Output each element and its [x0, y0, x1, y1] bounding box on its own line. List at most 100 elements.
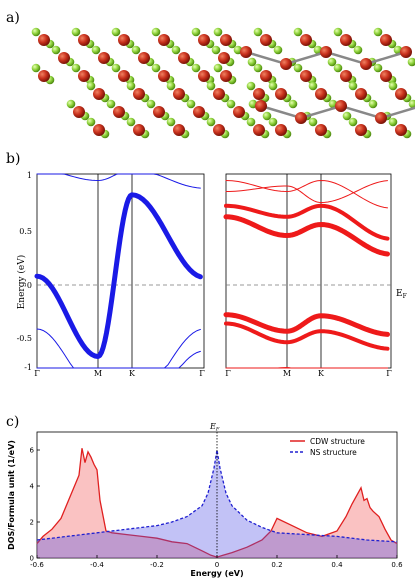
dos-ytick-label: 6	[30, 447, 35, 455]
band-ylabel: Energy (eV)	[16, 255, 27, 310]
legend-ns: NS structure	[310, 448, 357, 457]
green-atom	[131, 45, 141, 55]
green-atom	[388, 117, 398, 127]
green-atom	[166, 117, 176, 127]
red-atom	[233, 106, 245, 118]
green-atom	[348, 81, 358, 91]
red-atom	[198, 34, 210, 46]
red-atom	[38, 70, 50, 82]
dos-xtick-label: -0.6	[30, 561, 44, 569]
red-atom	[253, 88, 265, 100]
kpoint-gamma-4: Γ	[386, 369, 392, 378]
green-atom	[408, 99, 415, 109]
green-atom	[111, 63, 121, 73]
green-atom	[327, 57, 337, 67]
green-atom	[66, 99, 76, 109]
ytick-neg0.5: -0.5	[17, 334, 32, 343]
green-atom	[206, 117, 216, 127]
kpoint-m-2: M	[283, 369, 291, 378]
red-atom	[340, 70, 352, 82]
band-line-cdw-upper	[223, 214, 390, 257]
green-atom	[353, 45, 363, 55]
red-atom	[260, 34, 272, 46]
green-atom	[262, 111, 272, 121]
green-atom	[86, 81, 96, 91]
kpoint-gamma-1: Γ	[34, 369, 40, 378]
green-atom	[191, 63, 201, 73]
dos-fermi-label: EF	[209, 422, 220, 433]
crystal-structure-normal	[31, 27, 270, 139]
band-yticks: 1 0.5 0 -0.5 -1	[17, 171, 32, 372]
green-atom	[273, 45, 283, 55]
band-line-main	[34, 192, 203, 359]
green-atom	[368, 99, 378, 109]
green-atom	[348, 117, 358, 127]
red-atom	[400, 46, 412, 58]
red-atom	[295, 112, 307, 124]
panel-label-b: b)	[6, 151, 20, 167]
dos-xlabel: Energy (eV)	[190, 569, 243, 578]
red-atom	[98, 52, 110, 64]
ytick-0: 0	[27, 281, 32, 290]
red-atom	[220, 34, 232, 46]
dos-ytick-label: 4	[30, 483, 35, 491]
red-atom	[173, 88, 185, 100]
green-atom	[288, 99, 298, 109]
red-atom	[275, 88, 287, 100]
red-atom	[118, 34, 130, 46]
red-atom	[133, 124, 145, 136]
dos-ytick-label: 2	[30, 519, 34, 527]
dos-xtick-label: 0.6	[391, 561, 403, 569]
red-atom	[93, 124, 105, 136]
green-atom	[106, 99, 116, 109]
dos-xtick-label: 0.2	[271, 561, 282, 569]
kpoint-k-2: K	[318, 369, 325, 378]
red-atom	[113, 106, 125, 118]
green-atom	[186, 99, 196, 109]
band-line-lower2	[36, 350, 201, 369]
red-atom	[395, 124, 407, 136]
ytick-1: 1	[27, 171, 32, 180]
band-line-upper	[36, 173, 201, 189]
green-atom	[268, 81, 278, 91]
green-atom	[126, 117, 136, 127]
red-atom	[355, 124, 367, 136]
ytick-0.5: 0.5	[19, 227, 32, 236]
red-atom	[193, 106, 205, 118]
ytick-neg1: -1	[24, 363, 32, 372]
green-atom	[333, 63, 343, 73]
red-atom	[93, 88, 105, 100]
red-atom	[78, 34, 90, 46]
green-atom	[151, 63, 161, 73]
green-atom	[71, 63, 81, 73]
red-atom	[158, 34, 170, 46]
band-plot-cdw	[223, 173, 392, 369]
red-atom	[213, 88, 225, 100]
green-atom	[246, 81, 256, 91]
red-atom	[73, 106, 85, 118]
red-atom	[395, 88, 407, 100]
green-atom	[71, 27, 81, 37]
green-atom	[246, 117, 256, 127]
red-atom	[158, 70, 170, 82]
band-line-lower	[36, 328, 201, 369]
red-atom	[315, 124, 327, 136]
green-atom	[293, 27, 303, 37]
dos-legend: CDW structure NS structure	[290, 437, 365, 457]
red-atom	[173, 124, 185, 136]
green-atom	[171, 45, 181, 55]
red-atom	[38, 34, 50, 46]
red-atom	[275, 124, 287, 136]
red-atom	[320, 46, 332, 58]
red-atom	[240, 46, 252, 58]
red-atom	[300, 70, 312, 82]
red-atom	[260, 70, 272, 82]
green-atom	[253, 63, 263, 73]
kpoint-m: M	[94, 369, 102, 378]
band-right-kpoints: Γ M K Γ	[225, 369, 392, 378]
red-atom	[153, 106, 165, 118]
band-structure-panel: Energy (eV) 1 0.5 0 -0.5 -1 Γ M K Γ	[16, 171, 407, 378]
dos-area-0	[37, 448, 397, 558]
dos-ylabel: DOS/Formula unit (1/eV)	[7, 440, 16, 550]
